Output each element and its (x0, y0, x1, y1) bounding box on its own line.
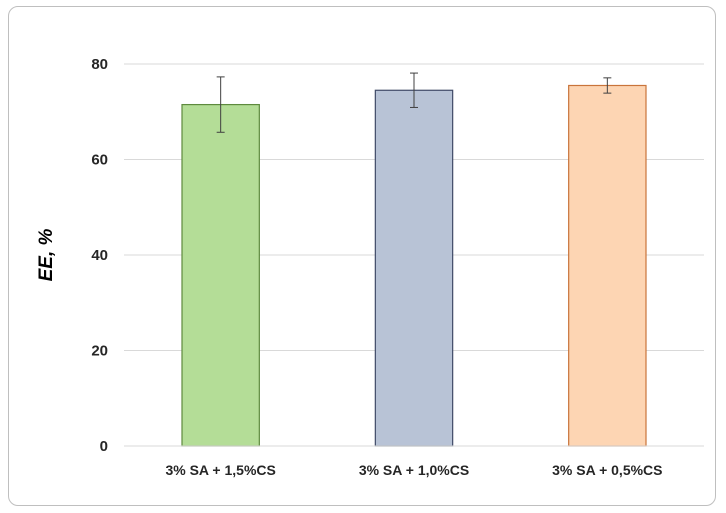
error-bars (216, 72, 612, 133)
y-tick-label: 20 (91, 343, 108, 360)
bar (568, 84, 647, 447)
y-axis-label: EE, % (36, 229, 57, 282)
x-axis-labels: 3% SA + 1,5%CS 3% SA + 1,0%CS 3% SA + 0,5%… (165, 462, 662, 478)
y-tick-label: 80 (91, 56, 108, 73)
x-category-label: 3% SA + 0,5%CS (552, 462, 662, 478)
x-category-label: 3% SA + 1,0%CS (359, 462, 469, 478)
bars (181, 84, 647, 447)
bar (181, 103, 260, 447)
y-tick-label: 0 (100, 438, 108, 455)
y-tick-label: 40 (91, 247, 108, 264)
x-category-label: 3% SA + 1,5%CS (165, 462, 275, 478)
y-axis-ticks: 0 20 40 60 80 (91, 56, 108, 455)
bar (374, 89, 454, 447)
y-tick-label: 60 (91, 152, 108, 169)
